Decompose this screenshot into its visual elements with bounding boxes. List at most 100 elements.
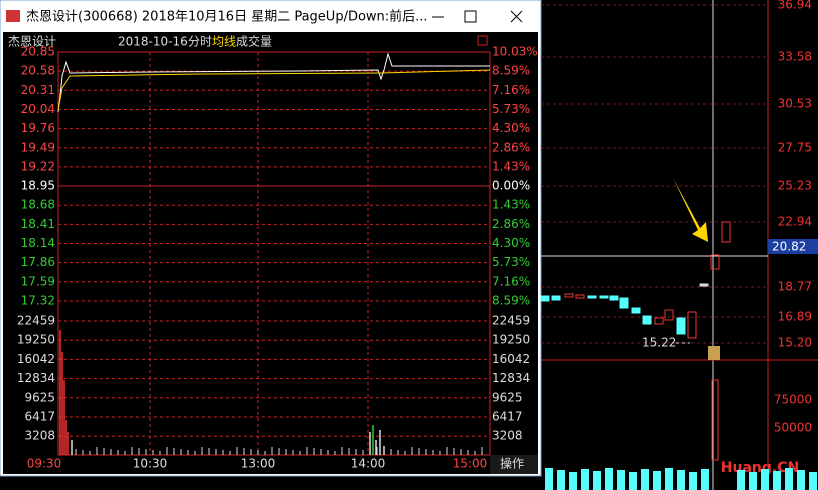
price-label: 18.95 bbox=[21, 179, 55, 193]
axis-label: 25.23 bbox=[778, 179, 812, 193]
volume-label-right: 3208 bbox=[492, 429, 523, 443]
bg-volume-bar bbox=[761, 469, 769, 490]
volume-label: 6417 bbox=[24, 410, 55, 424]
pct-label: 4.30% bbox=[492, 236, 530, 250]
bg-volume-bar bbox=[737, 470, 745, 490]
volume-label: 9625 bbox=[24, 390, 55, 404]
header-vol: 成交量 bbox=[236, 34, 272, 49]
volume-axis-label: 50000 bbox=[774, 421, 812, 435]
pct-label: 7.16% bbox=[492, 83, 530, 97]
candle bbox=[687, 311, 697, 339]
candle bbox=[699, 283, 709, 287]
axis-label: 33.58 bbox=[778, 50, 812, 64]
bg-volume-bar bbox=[605, 468, 613, 490]
candle bbox=[676, 317, 686, 335]
bg-volume-bar bbox=[617, 470, 625, 490]
candle bbox=[587, 295, 597, 299]
bg-volume-bar bbox=[629, 472, 637, 490]
axis-label: 18.77 bbox=[778, 280, 812, 294]
volume-label: 16042 bbox=[17, 352, 55, 366]
time-label: 10:30 bbox=[133, 457, 168, 471]
pct-label: 7.16% bbox=[492, 274, 530, 288]
chart-area bbox=[3, 32, 538, 474]
bg-volume-bar bbox=[689, 472, 697, 490]
bg-volume-bar bbox=[557, 470, 565, 490]
volume-axis-label: 75000 bbox=[774, 393, 812, 407]
pct-label: 4.30% bbox=[492, 121, 530, 135]
popup-window: 杰恩设计(300668) 2018年10月16日 星期二 PageUp/Down… bbox=[0, 0, 542, 477]
candle bbox=[642, 315, 652, 325]
arrow bbox=[673, 178, 708, 242]
candle bbox=[664, 309, 674, 321]
bg-volume-bar bbox=[641, 469, 649, 490]
bg-volume-bar bbox=[569, 472, 577, 490]
pct-label: 2.86% bbox=[492, 217, 530, 231]
volume-label-right: 12834 bbox=[492, 371, 530, 385]
axis-label: 30.53 bbox=[778, 97, 812, 111]
bg-volume-bar bbox=[797, 470, 805, 490]
axis-label: 16.89 bbox=[778, 310, 812, 324]
price-label: 17.32 bbox=[21, 293, 55, 307]
bg-volume-bar bbox=[665, 468, 673, 490]
bg-volume-bar bbox=[545, 468, 553, 490]
volume-label-right: 9625 bbox=[492, 390, 523, 404]
pct-label: 10.03% bbox=[492, 45, 538, 59]
pct-label: 1.43% bbox=[492, 159, 530, 173]
candle bbox=[564, 293, 574, 298]
price-label: 20.58 bbox=[21, 64, 55, 78]
operate-button-bg[interactable] bbox=[490, 455, 538, 474]
window-title: 杰恩设计(300668) 2018年10月16日 星期二 PageUp/Down… bbox=[26, 9, 428, 25]
price-label: 17.59 bbox=[21, 274, 55, 288]
price-label: 19.76 bbox=[21, 121, 55, 135]
app-icon bbox=[6, 10, 20, 22]
volume-label-right: 22459 bbox=[492, 314, 530, 328]
operate-button[interactable]: 操作 bbox=[500, 456, 524, 471]
dynamic: 36.94 33.58 30.53 27.75 25.23 22.94 18.77 16.89… bbox=[8, 0, 818, 490]
price-label: 20.85 bbox=[21, 45, 55, 59]
candle bbox=[631, 307, 641, 314]
header-view: 分时 bbox=[188, 35, 212, 49]
candle bbox=[721, 221, 731, 243]
bg-volume-bar bbox=[581, 469, 589, 490]
annotation: 15.22 bbox=[642, 336, 676, 350]
volume-label: 22459 bbox=[17, 314, 55, 328]
price-label: 19.22 bbox=[21, 159, 55, 173]
close-button[interactable] bbox=[510, 10, 523, 23]
volume-bar bbox=[711, 379, 719, 461]
price-label: 18.41 bbox=[21, 217, 55, 231]
candle bbox=[551, 295, 561, 301]
candle bbox=[710, 254, 720, 270]
price-label: 20.31 bbox=[21, 83, 55, 97]
bg-volume-bar bbox=[593, 471, 601, 490]
price-label: 20.04 bbox=[21, 102, 55, 116]
pct-label: 5.73% bbox=[492, 102, 530, 116]
candle bbox=[599, 295, 609, 299]
volume-label: 19250 bbox=[17, 333, 55, 347]
bg-volume-bar bbox=[809, 472, 817, 490]
candle bbox=[654, 317, 664, 325]
maximize-button[interactable] bbox=[464, 10, 477, 23]
pct-label: 0.00% bbox=[492, 179, 530, 193]
header-avg: 均线 bbox=[212, 35, 236, 49]
pct-label: 8.59% bbox=[492, 64, 530, 78]
price-label: 18.14 bbox=[21, 236, 55, 250]
pct-label: 1.43% bbox=[492, 198, 530, 212]
volume-label-right: 6417 bbox=[492, 410, 523, 424]
bg-volume-bar bbox=[785, 468, 793, 490]
price-label: 17.86 bbox=[21, 255, 55, 269]
volume-label-right: 19250 bbox=[492, 333, 530, 347]
pct-label: 5.73% bbox=[492, 255, 530, 269]
time-label: 14:00 bbox=[351, 457, 386, 471]
axis-label: 36.94 bbox=[778, 0, 812, 12]
candle bbox=[619, 297, 629, 309]
marker bbox=[708, 346, 720, 360]
candle bbox=[609, 295, 619, 301]
axis-label: 27.75 bbox=[778, 141, 812, 155]
price-line bbox=[57, 52, 490, 113]
restore-icon[interactable] bbox=[477, 35, 488, 46]
avg-line bbox=[57, 69, 491, 111]
pct-label: 2.86% bbox=[492, 140, 530, 154]
bg-volume-bar bbox=[749, 472, 757, 490]
price-label: 19.49 bbox=[21, 140, 55, 154]
candle bbox=[575, 294, 585, 299]
